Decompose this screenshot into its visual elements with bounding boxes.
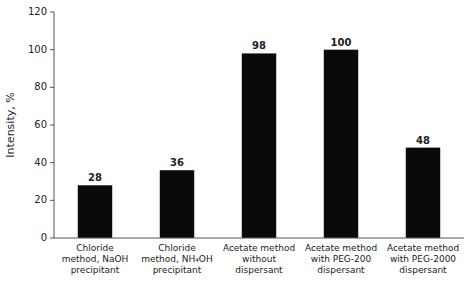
x-tick-label-line: without bbox=[242, 254, 276, 264]
x-tick-label: Acetate methodwith PEG-200dispersant bbox=[305, 243, 377, 275]
bar bbox=[406, 148, 440, 238]
x-tick-label-line: dispersant bbox=[235, 265, 283, 275]
x-tick-label-line: Chloride bbox=[76, 243, 114, 253]
x-tick-label-line: method, NaOH bbox=[62, 254, 129, 264]
y-tick bbox=[50, 238, 54, 239]
bar bbox=[324, 50, 358, 238]
data-label: 98 bbox=[252, 40, 266, 51]
y-tick-label: 40 bbox=[34, 157, 47, 168]
bar bbox=[78, 185, 112, 238]
x-tick-label-line: with PEG-200 bbox=[311, 254, 372, 264]
bar bbox=[242, 53, 276, 238]
x-tick-label-line: dispersant bbox=[317, 265, 365, 275]
x-tick-label-line: Acetate method bbox=[387, 243, 459, 253]
y-axis-line bbox=[54, 12, 55, 238]
y-tick bbox=[50, 162, 54, 163]
bar bbox=[160, 170, 194, 238]
y-tick-label: 0 bbox=[41, 232, 47, 243]
x-tick-label-line: method, NH₄OH bbox=[141, 254, 212, 264]
y-tick bbox=[50, 49, 54, 50]
data-label: 100 bbox=[331, 37, 352, 48]
x-tick-label: Chloridemethod, NaOHprecipitant bbox=[62, 243, 129, 275]
data-label: 48 bbox=[416, 135, 430, 146]
y-tick-label: 80 bbox=[34, 81, 47, 92]
y-tick bbox=[50, 200, 54, 201]
x-tick-label: Acetate methodwithoutdispersant bbox=[223, 243, 295, 275]
data-label: 36 bbox=[170, 157, 184, 168]
data-labels: 28 36 98 100 48 bbox=[88, 37, 430, 184]
x-tick-label-line: dispersant bbox=[399, 265, 447, 275]
x-tick-label-line: with PEG-2000 bbox=[390, 254, 456, 264]
x-tick-label-line: Acetate method bbox=[223, 243, 295, 253]
y-tick-label: 60 bbox=[34, 119, 47, 130]
x-tick-label-line: precipitant bbox=[153, 265, 202, 275]
x-tick-label-line: Acetate method bbox=[305, 243, 377, 253]
y-tick bbox=[50, 125, 54, 126]
y-tick bbox=[50, 12, 54, 13]
x-tick-label-line: precipitant bbox=[71, 265, 120, 275]
data-label: 28 bbox=[88, 172, 102, 183]
y-tick-label: 120 bbox=[28, 6, 47, 17]
y-axis-label: Intensity, % bbox=[4, 92, 17, 157]
y-tick-label: 20 bbox=[34, 194, 47, 205]
x-tick-label-line: Chloride bbox=[158, 243, 196, 253]
y-axis: 0 20 40 60 80 100 120 bbox=[28, 6, 54, 243]
y-tick-label: 100 bbox=[28, 44, 47, 55]
x-tick-label: Acetate methodwith PEG-2000dispersant bbox=[387, 243, 459, 275]
x-tick-label: Chloridemethod, NH₄OHprecipitant bbox=[141, 243, 212, 275]
y-tick bbox=[50, 87, 54, 88]
x-axis: Chloridemethod, NaOHprecipitantChloridem… bbox=[62, 243, 459, 275]
chart: 0 20 40 60 80 100 120 Intensity, % 28 36 98 100 48 Ch… bbox=[0, 0, 474, 288]
x-axis-line bbox=[54, 238, 464, 239]
bars bbox=[78, 50, 440, 238]
